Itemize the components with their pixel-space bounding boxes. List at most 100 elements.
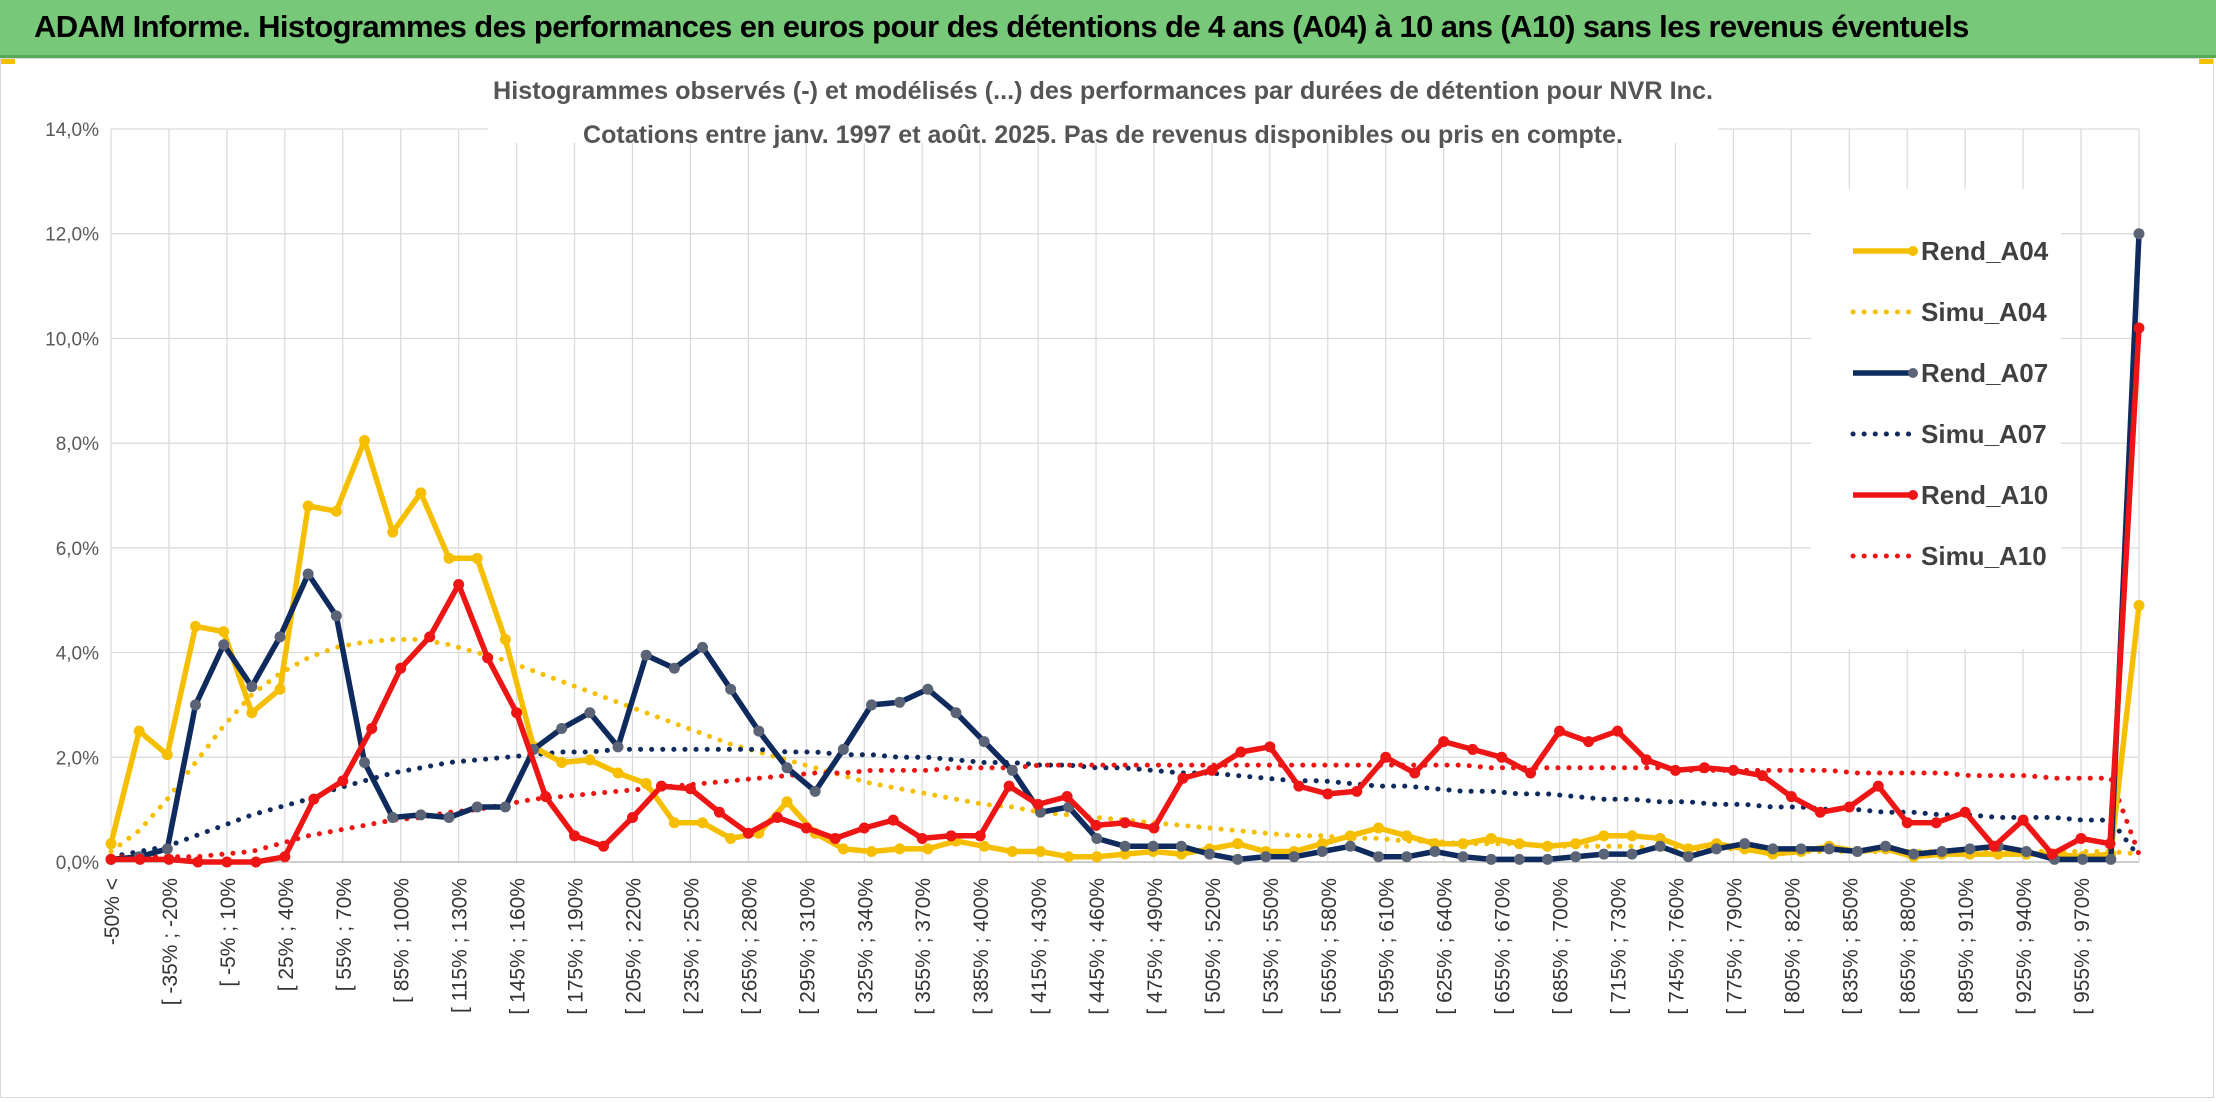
data-point-Rend_A10 bbox=[713, 806, 725, 818]
data-point-Rend_A04 bbox=[1598, 830, 1610, 842]
data-point-Rend_A10 bbox=[829, 832, 841, 844]
data-point-Rend_A07 bbox=[1626, 848, 1638, 860]
chart-title-background bbox=[488, 63, 1718, 143]
data-point-Rend_A04 bbox=[922, 843, 934, 855]
legend-label: Rend_A10 bbox=[1921, 480, 2048, 510]
data-point-Rend_A04 bbox=[668, 817, 680, 829]
data-point-Rend_A04 bbox=[161, 749, 173, 761]
chart-subtitle: Cotations entre janv. 1997 et août. 2025… bbox=[583, 121, 1623, 149]
data-point-Rend_A04 bbox=[1401, 830, 1413, 842]
data-point-Rend_A10 bbox=[221, 856, 233, 868]
x-tick-label: [ 115% ; 130% bbox=[449, 878, 472, 1013]
data-point-Rend_A04 bbox=[302, 500, 314, 512]
data-point-Rend_A04 bbox=[640, 777, 652, 789]
data-point-Rend_A04 bbox=[837, 843, 849, 855]
data-point-Rend_A07 bbox=[2077, 853, 2089, 865]
x-tick-label: [ 565% ; 580% bbox=[1318, 878, 1341, 1015]
data-point-Rend_A07 bbox=[1880, 840, 1891, 852]
data-point-Rend_A10 bbox=[1409, 767, 1421, 779]
data-point-Rend_A07 bbox=[1795, 843, 1807, 855]
data-point-Rend_A04 bbox=[781, 796, 793, 808]
legend-marker bbox=[1908, 368, 1918, 378]
header-banner: ADAM Informe. Histogrammes des performan… bbox=[0, 0, 2216, 58]
data-point-Rend_A10 bbox=[1988, 840, 2000, 852]
data-point-Rend_A10 bbox=[1177, 772, 1189, 784]
data-point-Rend_A10 bbox=[2133, 322, 2145, 334]
data-point-Rend_A07 bbox=[1232, 853, 1244, 865]
x-tick-label: [ 385% ; 400% bbox=[970, 878, 993, 1015]
chart-legend: Rend_A04 Simu_A04 Rend_A07 Simu_A07 Rend_A10… bbox=[1811, 189, 2061, 649]
data-point-Rend_A04 bbox=[330, 505, 342, 517]
data-point-Rend_A04 bbox=[1091, 851, 1103, 863]
series-line-Simu_A04 bbox=[108, 637, 2142, 857]
data-point-Rend_A04 bbox=[1570, 838, 1582, 850]
data-point-Rend_A10 bbox=[1322, 788, 1334, 800]
page-title: ADAM Informe. Histogrammes des performan… bbox=[34, 9, 1969, 44]
data-point-Rend_A10 bbox=[511, 707, 523, 719]
data-point-Rend_A07 bbox=[1542, 853, 1553, 865]
data-point-Rend_A07 bbox=[1457, 851, 1469, 863]
data-point-Rend_A07 bbox=[1344, 840, 1356, 852]
data-point-Rend_A07 bbox=[302, 568, 314, 580]
data-point-Rend_A10 bbox=[1148, 822, 1160, 834]
x-tick-label: [ 925% ; 940% bbox=[2013, 878, 2036, 1015]
data-point-Rend_A07 bbox=[612, 741, 624, 753]
chart-frame: 0,0% 2,0% 4,0% 6,0% 8,0% 10,0% 12,0% 14,0% -50%… bbox=[0, 58, 2214, 1098]
data-point-Rend_A10 bbox=[424, 631, 436, 643]
data-point-Rend_A04 bbox=[1344, 830, 1356, 842]
data-point-Rend_A04 bbox=[218, 626, 230, 638]
data-point-Rend_A10 bbox=[482, 652, 494, 664]
series-line-Simu_A07 bbox=[108, 746, 2142, 860]
x-tick-label: [ 475% ; 490% bbox=[1144, 878, 1167, 1015]
data-point-Rend_A10 bbox=[1438, 736, 1450, 748]
data-point-Rend_A10 bbox=[1930, 817, 1942, 829]
y-tick-label: 2,0% bbox=[56, 748, 99, 769]
data-point-Rend_A04 bbox=[105, 838, 117, 850]
data-point-Rend_A10 bbox=[742, 827, 754, 839]
data-point-Rend_A04 bbox=[1232, 838, 1244, 850]
data-point-Rend_A10 bbox=[134, 853, 146, 865]
y-tick-label: 12,0% bbox=[45, 225, 99, 246]
x-axis: -50% < [ -35% ; -20% [ -5% ; 10% [ 25% ; 40… bbox=[101, 861, 2139, 1015]
data-point-Rend_A07 bbox=[556, 722, 568, 734]
data-point-Rend_A04 bbox=[1035, 846, 1046, 858]
data-point-Rend_A07 bbox=[1851, 846, 1863, 858]
data-point-Rend_A07 bbox=[950, 707, 962, 719]
data-point-Rend_A10 bbox=[1380, 751, 1392, 763]
x-tick-label: [ 865% ; 880% bbox=[1897, 878, 1920, 1015]
data-point-Rend_A07 bbox=[359, 757, 370, 769]
x-tick-label: [ 175% ; 190% bbox=[565, 878, 588, 1015]
data-point-Rend_A07 bbox=[640, 649, 652, 661]
data-point-Rend_A04 bbox=[725, 832, 737, 844]
data-point-Rend_A10 bbox=[1090, 819, 1102, 831]
frame-corner-left bbox=[1, 59, 15, 64]
data-point-Rend_A10 bbox=[1206, 764, 1218, 776]
data-point-Rend_A07 bbox=[697, 641, 708, 653]
x-tick-label: [ 265% ; 280% bbox=[738, 878, 761, 1015]
data-point-Rend_A10 bbox=[540, 791, 552, 803]
x-tick-label: [ -35% ; -20% bbox=[159, 878, 182, 1005]
data-point-Rend_A10 bbox=[771, 811, 783, 823]
data-point-Rend_A07 bbox=[1767, 843, 1779, 855]
data-point-Rend_A07 bbox=[190, 699, 201, 711]
data-point-Rend_A10 bbox=[250, 856, 262, 868]
data-point-Rend_A10 bbox=[1959, 806, 1971, 818]
x-tick-label: [ 955% ; 970% bbox=[2071, 878, 2094, 1015]
data-point-Rend_A07 bbox=[274, 631, 286, 643]
data-point-Rend_A07 bbox=[1373, 851, 1384, 863]
data-point-Rend_A10 bbox=[945, 830, 957, 842]
x-tick-label: [ 295% ; 310% bbox=[796, 878, 819, 1015]
data-point-Rend_A10 bbox=[1814, 806, 1826, 818]
data-point-Rend_A10 bbox=[1727, 764, 1739, 776]
chart-titles: Histogrammes observés (-) et modélisés (… bbox=[488, 63, 1718, 149]
legend-background bbox=[1811, 189, 2061, 649]
data-point-Rend_A04 bbox=[1485, 832, 1497, 844]
data-point-Rend_A04 bbox=[246, 707, 258, 719]
data-point-Rend_A04 bbox=[1626, 830, 1638, 842]
data-point-Rend_A07 bbox=[809, 785, 821, 797]
x-tick-label: [ -5% ; 10% bbox=[217, 878, 240, 987]
data-point-Rend_A04 bbox=[2133, 599, 2145, 611]
data-point-Rend_A10 bbox=[1351, 785, 1363, 797]
data-point-Rend_A10 bbox=[569, 830, 581, 842]
x-tick-label: [ 715% ; 730% bbox=[1608, 878, 1631, 1015]
